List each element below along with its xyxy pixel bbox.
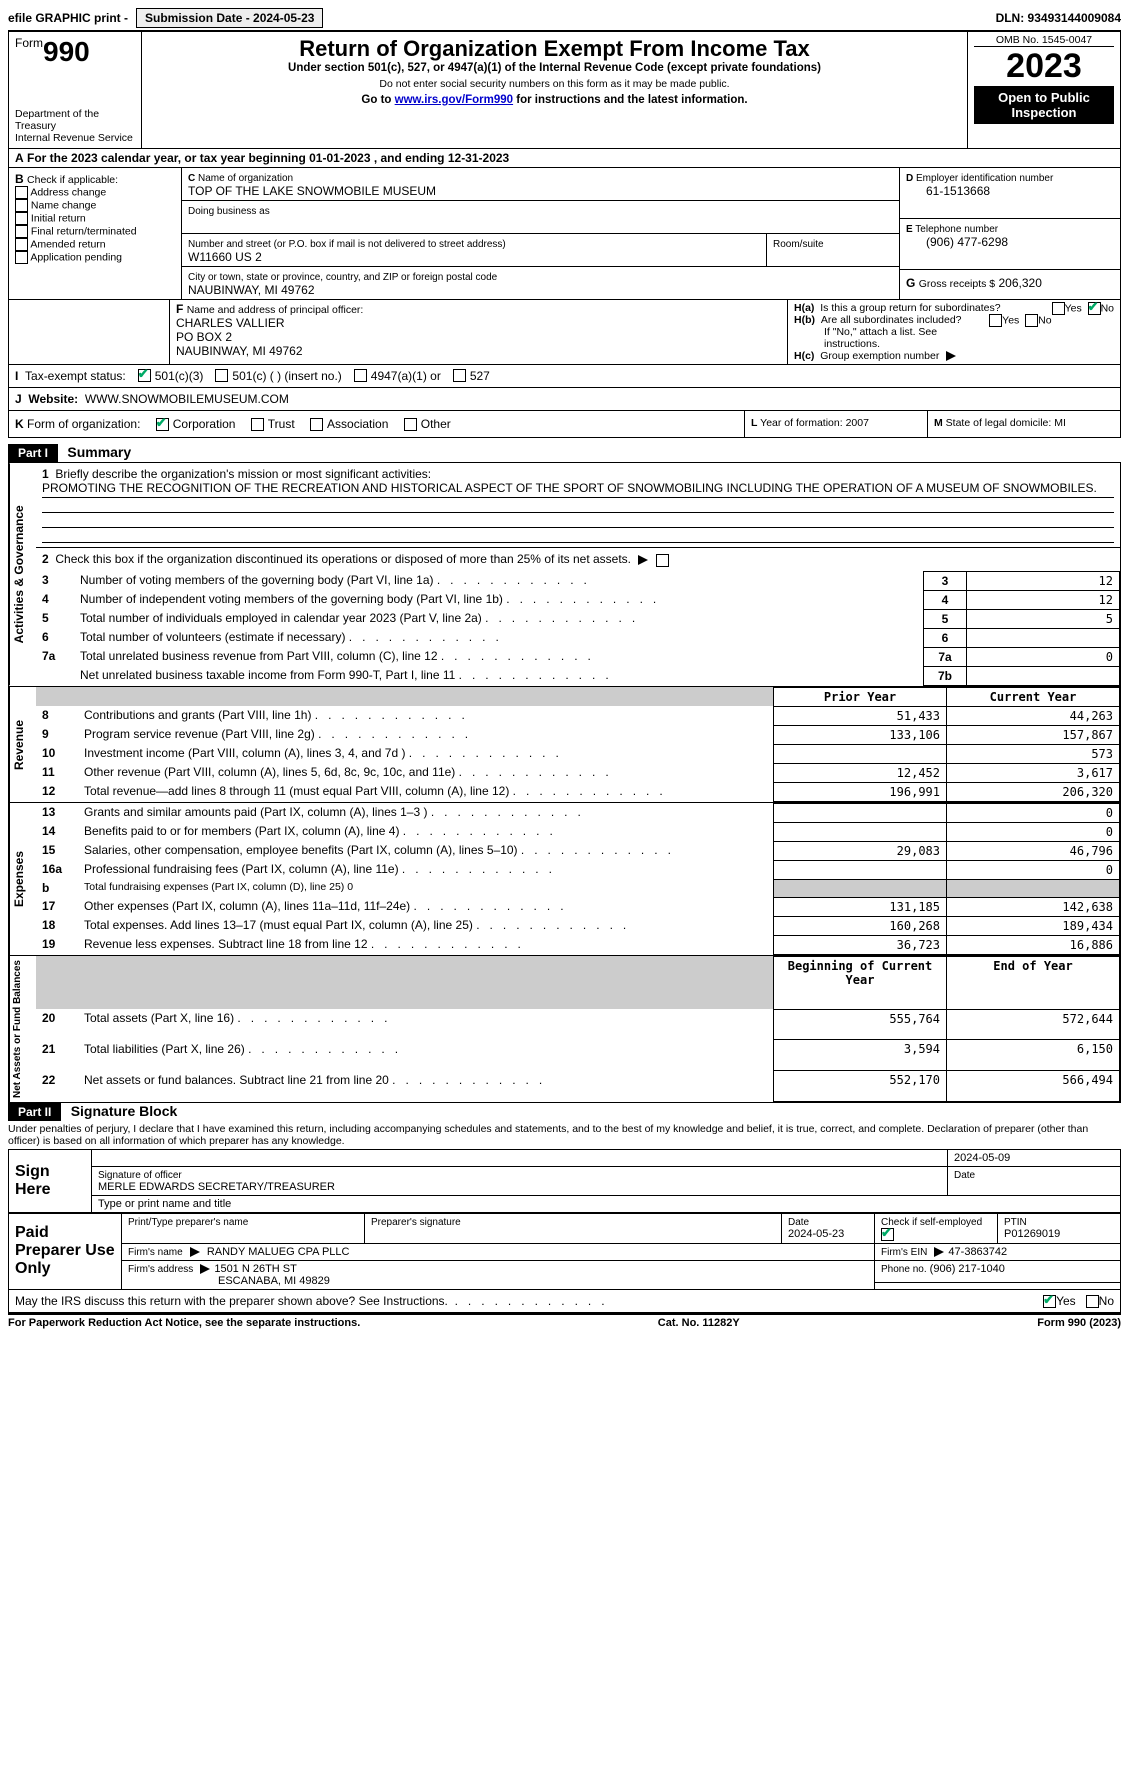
revenue-block: Revenue Prior YearCurrent Year8Contribut… bbox=[8, 687, 1121, 803]
website: WWW.SNOWMOBILEMUSEUM.COM bbox=[85, 392, 289, 406]
revenue-label: Revenue bbox=[9, 687, 36, 802]
open-to-public: Open to Public Inspection bbox=[974, 86, 1114, 124]
state-domicile: MI bbox=[1054, 417, 1066, 429]
tax-year: 2023 bbox=[974, 47, 1114, 86]
corp-checkbox[interactable] bbox=[156, 418, 169, 431]
assoc-checkbox[interactable] bbox=[310, 418, 323, 431]
entity-section: B Check if applicable: Address change Na… bbox=[8, 168, 1121, 300]
firm-phone: (906) 217-1040 bbox=[930, 1263, 1005, 1275]
form-subtitle-2: Do not enter social security numbers on … bbox=[152, 78, 957, 90]
officer-line-3: NAUBINWAY, MI 49762 bbox=[176, 344, 303, 358]
perjury-declaration: Under penalties of perjury, I declare th… bbox=[8, 1121, 1121, 1149]
527-checkbox[interactable] bbox=[453, 369, 466, 382]
top-bar: efile GRAPHIC print - Submission Date - … bbox=[8, 8, 1121, 28]
dept-label: Department of the Treasury Internal Reve… bbox=[15, 108, 135, 144]
other-checkbox[interactable] bbox=[404, 418, 417, 431]
activities-governance-label: Activities & Governance bbox=[9, 463, 36, 685]
mission-text: PROMOTING THE RECOGNITION OF THE RECREAT… bbox=[42, 481, 1114, 498]
officer-line-2: PO BOX 2 bbox=[176, 330, 232, 344]
ptin: P01269019 bbox=[1004, 1228, 1060, 1240]
501c-checkbox[interactable] bbox=[215, 369, 228, 382]
officer-line-1: CHARLES VALLIER bbox=[176, 316, 285, 330]
net-assets-block: Net Assets or Fund Balances Beginning of… bbox=[8, 956, 1121, 1103]
part1-body: Activities & Governance 1 Briefly descri… bbox=[8, 462, 1121, 686]
trust-checkbox[interactable] bbox=[251, 418, 264, 431]
501c3-checkbox[interactable] bbox=[138, 369, 151, 382]
ha-yes-checkbox[interactable] bbox=[1052, 302, 1065, 315]
form-subtitle-1: Under section 501(c), 527, or 4947(a)(1)… bbox=[152, 62, 957, 74]
arrow-icon bbox=[200, 1264, 210, 1274]
city-state-zip: NAUBINWAY, MI 49762 bbox=[188, 283, 315, 297]
discuss-yes-checkbox[interactable] bbox=[1043, 1295, 1056, 1308]
preparer-table: Paid Preparer Use Only Print/Type prepar… bbox=[8, 1213, 1121, 1290]
efile-label: efile GRAPHIC print - bbox=[8, 11, 128, 25]
page-footer: For Paperwork Reduction Act Notice, see … bbox=[8, 1313, 1121, 1329]
sig-date: 2024-05-09 bbox=[948, 1149, 1121, 1166]
b-option-checkbox[interactable] bbox=[15, 225, 28, 238]
b-option-checkbox[interactable] bbox=[15, 251, 28, 264]
discuss-no-checkbox[interactable] bbox=[1086, 1295, 1099, 1308]
submission-date-button[interactable]: Submission Date - 2024-05-23 bbox=[136, 8, 323, 28]
discuss-row: May the IRS discuss this return with the… bbox=[8, 1290, 1121, 1313]
signature-table: Sign Here 2024-05-09 Signature of office… bbox=[8, 1149, 1121, 1213]
arrow-icon bbox=[946, 351, 956, 361]
expenses-label: Expenses bbox=[9, 803, 36, 955]
ha-no-checkbox[interactable] bbox=[1088, 302, 1101, 315]
b-option-checkbox[interactable] bbox=[15, 199, 28, 212]
net-assets-label: Net Assets or Fund Balances bbox=[9, 956, 36, 1102]
street-address: W11660 US 2 bbox=[188, 250, 262, 264]
line-a: A For the 2023 calendar year, or tax yea… bbox=[8, 149, 1121, 168]
4947-checkbox[interactable] bbox=[354, 369, 367, 382]
arrow-icon bbox=[638, 555, 648, 565]
expenses-block: Expenses 13Grants and similar amounts pa… bbox=[8, 803, 1121, 956]
officer-signature: MERLE EDWARDS SECRETARY/TREASURER bbox=[98, 1181, 335, 1193]
form-word: Form bbox=[15, 36, 43, 50]
gross-receipts: 206,320 bbox=[998, 276, 1041, 290]
arrow-icon bbox=[190, 1247, 200, 1257]
b-option-checkbox[interactable] bbox=[15, 186, 28, 199]
b-option-checkbox[interactable] bbox=[15, 238, 28, 251]
part1-header: Part I Summary bbox=[8, 444, 1121, 462]
hb-yes-checkbox[interactable] bbox=[989, 314, 1002, 327]
form-number: 990 bbox=[43, 36, 90, 67]
telephone: (906) 477-6298 bbox=[906, 235, 1008, 249]
form-subtitle-3: Go to www.irs.gov/Form990 for instructio… bbox=[152, 94, 957, 106]
year-formation: 2007 bbox=[846, 417, 869, 429]
ein: 61-1513668 bbox=[906, 184, 990, 198]
self-employed-checkbox[interactable] bbox=[881, 1228, 894, 1241]
website-row: J Website: WWW.SNOWMOBILEMUSEUM.COM bbox=[8, 388, 1121, 411]
paid-preparer-label: Paid Preparer Use Only bbox=[9, 1213, 122, 1289]
part2-header: Part II Signature Block bbox=[8, 1103, 1121, 1121]
line2-checkbox[interactable] bbox=[656, 554, 669, 567]
org-name: TOP OF THE LAKE SNOWMOBILE MUSEUM bbox=[188, 184, 436, 198]
b-option-checkbox[interactable] bbox=[15, 212, 28, 225]
hb-no-checkbox[interactable] bbox=[1025, 314, 1038, 327]
sign-here-label: Sign Here bbox=[9, 1149, 92, 1212]
tax-status-row: I Tax-exempt status: 501(c)(3) 501(c) ( … bbox=[8, 365, 1121, 388]
omb-number: OMB No. 1545-0047 bbox=[974, 34, 1114, 47]
firm-ein: 47-3863742 bbox=[948, 1246, 1007, 1258]
form-title: Return of Organization Exempt From Incom… bbox=[152, 36, 957, 62]
dln-label: DLN: 93493144009084 bbox=[996, 11, 1121, 25]
form-header: Form990 Department of the Treasury Inter… bbox=[8, 30, 1121, 149]
irs-link[interactable]: www.irs.gov/Form990 bbox=[395, 94, 513, 106]
firm-name: RANDY MALUEG CPA PLLC bbox=[207, 1246, 350, 1258]
klm-row: K Form of organization: Corporation Trus… bbox=[8, 411, 1121, 438]
arrow-icon bbox=[934, 1247, 944, 1257]
officer-section: F Name and address of principal officer:… bbox=[8, 300, 1121, 365]
